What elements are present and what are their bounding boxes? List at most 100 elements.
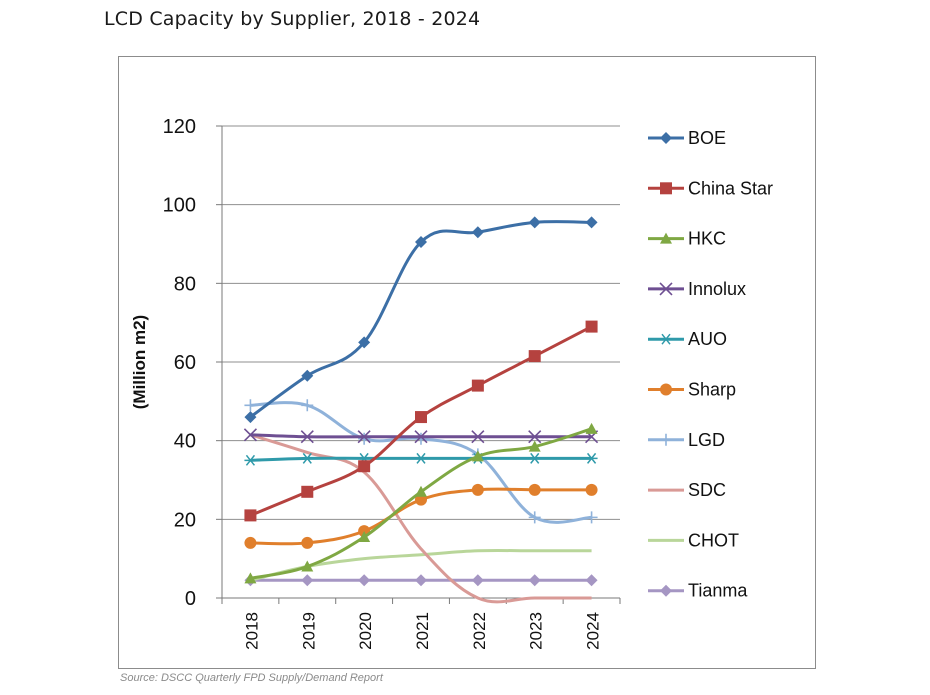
legend-marker bbox=[660, 433, 672, 446]
legend-marker bbox=[660, 383, 672, 396]
legend-item-tianma: Tianma bbox=[648, 581, 748, 601]
series-auo bbox=[244, 452, 598, 466]
y-axis-label: (Million m2) bbox=[130, 315, 149, 409]
gridlines bbox=[222, 125, 620, 599]
data-point bbox=[415, 236, 427, 249]
data-point bbox=[528, 511, 541, 524]
legend-marker bbox=[660, 132, 672, 144]
data-point bbox=[357, 430, 371, 444]
legend-marker bbox=[660, 333, 672, 345]
data-point bbox=[414, 430, 428, 444]
y-tick-label: 20 bbox=[174, 509, 196, 531]
data-point bbox=[244, 536, 257, 549]
data-point bbox=[528, 452, 541, 464]
legend-marker bbox=[660, 584, 672, 597]
data-point bbox=[471, 379, 484, 392]
series-boe bbox=[244, 216, 598, 424]
legend-item-sharp: Sharp bbox=[648, 380, 736, 400]
legend-item-innolux: Innolux bbox=[648, 279, 746, 299]
legend-marker bbox=[659, 282, 673, 296]
y-tick-label: 100 bbox=[163, 195, 196, 217]
x-tick-label: 2020 bbox=[356, 612, 375, 650]
legend-marker bbox=[660, 182, 672, 195]
data-point bbox=[585, 422, 598, 434]
data-point bbox=[244, 399, 257, 412]
legend-item-hkc: HKC bbox=[648, 229, 726, 249]
legend-label: Tianma bbox=[688, 581, 748, 601]
data-point bbox=[471, 483, 484, 496]
legend-marker bbox=[660, 232, 672, 244]
data-point bbox=[301, 574, 314, 587]
legend-item-chot: CHOT bbox=[648, 530, 739, 550]
data-point bbox=[528, 216, 541, 229]
legend-label: CHOT bbox=[688, 530, 739, 550]
data-point bbox=[415, 411, 427, 424]
legend-item-auo: AUO bbox=[648, 329, 727, 349]
y-tick-label: 40 bbox=[174, 431, 196, 453]
data-point bbox=[528, 574, 541, 587]
data-point bbox=[244, 572, 257, 584]
x-tick-label: 2018 bbox=[242, 612, 261, 650]
data-point bbox=[244, 411, 257, 424]
series-sdc bbox=[249, 433, 592, 604]
legend-item-boe: BOE bbox=[648, 128, 726, 148]
data-point bbox=[471, 450, 484, 462]
data-point bbox=[300, 430, 314, 444]
data-point bbox=[528, 430, 542, 444]
data-point bbox=[528, 440, 541, 452]
legend-label: HKC bbox=[688, 229, 726, 249]
page-title: LCD Capacity by Supplier, 2018 - 2024 bbox=[104, 8, 481, 30]
data-point bbox=[358, 460, 371, 473]
data-point bbox=[415, 485, 427, 497]
data-point bbox=[301, 399, 314, 412]
x-tick-label: 2024 bbox=[584, 612, 603, 650]
y-tick-label: 0 bbox=[185, 588, 196, 610]
data-point bbox=[301, 452, 314, 464]
legend-item-china-star: China Star bbox=[648, 178, 773, 198]
legend-label: Innolux bbox=[688, 279, 746, 299]
legend-item-sdc: SDC bbox=[648, 480, 726, 500]
x-tick-label: 2019 bbox=[299, 612, 318, 650]
data-point bbox=[585, 452, 598, 464]
data-point bbox=[585, 574, 598, 587]
data-point bbox=[528, 350, 541, 363]
legend-label: China Star bbox=[688, 178, 773, 198]
data-point bbox=[301, 485, 314, 498]
data-point bbox=[244, 454, 257, 466]
series-hkc bbox=[244, 422, 598, 584]
x-tick-label: 2022 bbox=[470, 612, 489, 650]
x-tick-label: 2021 bbox=[413, 612, 432, 650]
data-point bbox=[358, 336, 371, 349]
data-point bbox=[415, 432, 427, 445]
data-point bbox=[471, 574, 484, 587]
legend-label: Sharp bbox=[688, 380, 736, 400]
data-point bbox=[471, 430, 485, 444]
data-point bbox=[471, 226, 484, 239]
data-point bbox=[585, 320, 598, 333]
data-point bbox=[585, 216, 598, 229]
series-line bbox=[249, 220, 592, 419]
data-point bbox=[243, 428, 257, 442]
source-note: Source: DSCC Quarterly FPD Supply/Demand… bbox=[120, 672, 383, 684]
data-point bbox=[415, 574, 427, 587]
legend-label: LGD bbox=[688, 430, 725, 450]
data-point bbox=[358, 531, 371, 543]
data-point bbox=[358, 432, 371, 445]
x-tick-label: 2023 bbox=[527, 612, 546, 650]
series-china-star bbox=[244, 320, 598, 522]
legend-item-lgd: LGD bbox=[648, 430, 725, 450]
legend-label: AUO bbox=[688, 329, 727, 349]
data-point bbox=[585, 511, 598, 524]
y-tick-label: 120 bbox=[163, 116, 196, 138]
data-point bbox=[528, 483, 541, 496]
data-point bbox=[301, 369, 314, 382]
data-point bbox=[301, 560, 314, 572]
legend-label: SDC bbox=[688, 480, 726, 500]
data-point bbox=[415, 452, 427, 464]
data-point bbox=[585, 483, 598, 496]
series-group bbox=[243, 216, 599, 604]
data-point bbox=[358, 574, 371, 587]
y-tick-label: 80 bbox=[174, 273, 196, 295]
series-lgd bbox=[244, 399, 598, 524]
